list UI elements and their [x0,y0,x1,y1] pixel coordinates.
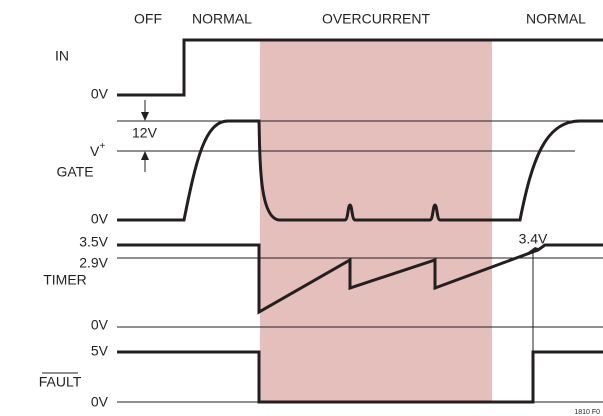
arrowhead [141,112,149,121]
level-label: 0V [91,317,109,333]
fault-wave [117,350,603,404]
level-label: 0V [91,211,109,227]
level-label: 2.9V [79,255,108,271]
timer-wave [117,243,603,315]
phase-label: OVERCURRENT [322,11,431,27]
signal-label: TIMER [43,272,87,288]
level-label: V+ [90,141,105,159]
vplus: V [90,143,100,159]
phase-label: OFF [134,11,162,27]
in-wave [117,38,603,97]
level-label: 0V [91,394,109,410]
level-label: 0V [91,86,109,102]
gate-wave [117,119,603,222]
vplus-sup: + [99,141,105,152]
phase-label: NORMAL [526,11,586,27]
level-label: 3.5V [79,234,108,250]
arrowhead [141,151,149,160]
signal-label: IN [55,48,69,64]
level-label: 5V [91,343,109,359]
figure-id: 1810 F0 [574,409,600,416]
phase-label: NORMAL [192,11,252,27]
signal-label: GATE [56,164,93,180]
level-label: 12V [132,125,158,141]
signal-label: FAULT [39,374,82,390]
annotation: 3.4V [519,231,548,247]
